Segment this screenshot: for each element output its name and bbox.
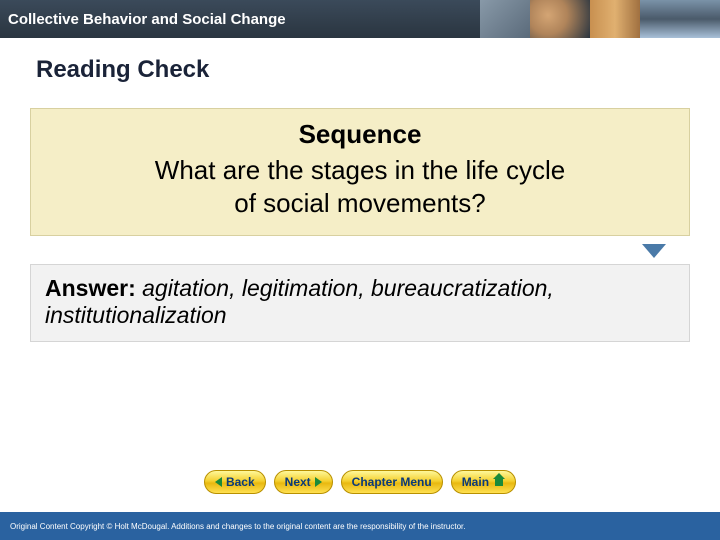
chapter-menu-button[interactable]: Chapter Menu	[341, 470, 443, 494]
reveal-arrow-icon[interactable]	[642, 244, 666, 258]
header-art-panel	[640, 0, 720, 38]
home-icon	[493, 477, 505, 487]
back-label: Back	[226, 475, 255, 489]
nav-bar: Back Next Chapter Menu Main	[0, 470, 720, 494]
slide-heading: Reading Check	[36, 56, 690, 84]
question-line-2: of social movements?	[51, 187, 669, 220]
sequence-label: Sequence	[51, 119, 669, 150]
next-label: Next	[285, 475, 311, 489]
header-art-panel	[530, 0, 590, 38]
header-art	[480, 0, 720, 38]
main-button[interactable]: Main	[451, 470, 516, 494]
slide-content: Reading Check Sequence What are the stag…	[0, 38, 720, 342]
footer-bar: Original Content Copyright © Holt McDoug…	[0, 512, 720, 540]
next-button[interactable]: Next	[274, 470, 333, 494]
header-bar: Collective Behavior and Social Change	[0, 0, 720, 38]
back-button[interactable]: Back	[204, 470, 266, 494]
main-label: Main	[462, 475, 489, 489]
answer-box: Answer: agitation, legitimation, bureauc…	[30, 264, 690, 342]
reveal-arrow-row	[30, 244, 690, 258]
copyright-text: Original Content Copyright © Holt McDoug…	[10, 522, 465, 531]
header-art-panel	[590, 0, 640, 38]
chapter-menu-label: Chapter Menu	[352, 475, 432, 489]
question-line-1: What are the stages in the life cycle	[51, 154, 669, 187]
answer-label: Answer:	[45, 275, 136, 301]
chapter-title: Collective Behavior and Social Change	[8, 11, 286, 28]
chevron-left-icon	[215, 477, 222, 487]
header-art-panel	[480, 0, 530, 38]
chevron-right-icon	[315, 477, 322, 487]
question-box: Sequence What are the stages in the life…	[30, 108, 690, 236]
